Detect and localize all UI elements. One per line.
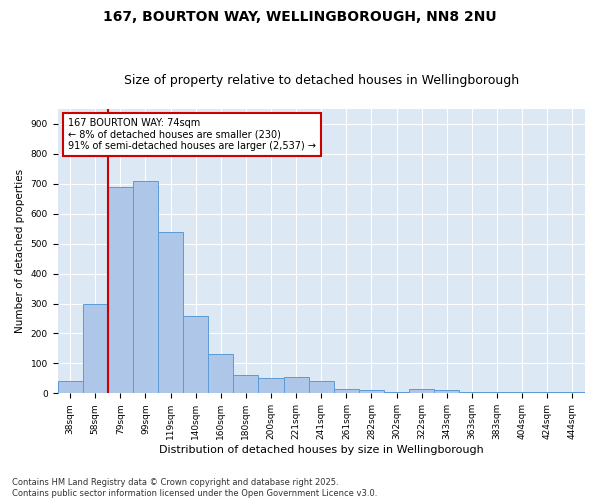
Bar — [309, 382, 334, 394]
Bar — [259, 378, 284, 394]
Text: 167, BOURTON WAY, WELLINGBOROUGH, NN8 2NU: 167, BOURTON WAY, WELLINGBOROUGH, NN8 2N… — [103, 10, 497, 24]
Bar — [560, 392, 585, 394]
Bar — [384, 392, 409, 394]
Bar — [83, 304, 108, 394]
X-axis label: Distribution of detached houses by size in Wellingborough: Distribution of detached houses by size … — [159, 445, 484, 455]
Text: Contains HM Land Registry data © Crown copyright and database right 2025.
Contai: Contains HM Land Registry data © Crown c… — [12, 478, 377, 498]
Title: Size of property relative to detached houses in Wellingborough: Size of property relative to detached ho… — [124, 74, 519, 87]
Bar — [208, 354, 233, 394]
Bar — [158, 232, 183, 394]
Bar — [183, 316, 208, 394]
Bar — [133, 181, 158, 394]
Bar — [359, 390, 384, 394]
Bar — [434, 390, 460, 394]
Bar — [58, 382, 83, 394]
Bar — [334, 389, 359, 394]
Bar — [108, 187, 133, 394]
Bar — [284, 377, 309, 394]
Bar — [535, 392, 560, 394]
Bar — [409, 389, 434, 394]
Bar — [509, 392, 535, 394]
Bar — [233, 376, 259, 394]
Bar — [485, 392, 509, 394]
Text: 167 BOURTON WAY: 74sqm
← 8% of detached houses are smaller (230)
91% of semi-det: 167 BOURTON WAY: 74sqm ← 8% of detached … — [68, 118, 316, 150]
Y-axis label: Number of detached properties: Number of detached properties — [15, 169, 25, 333]
Bar — [460, 392, 485, 394]
